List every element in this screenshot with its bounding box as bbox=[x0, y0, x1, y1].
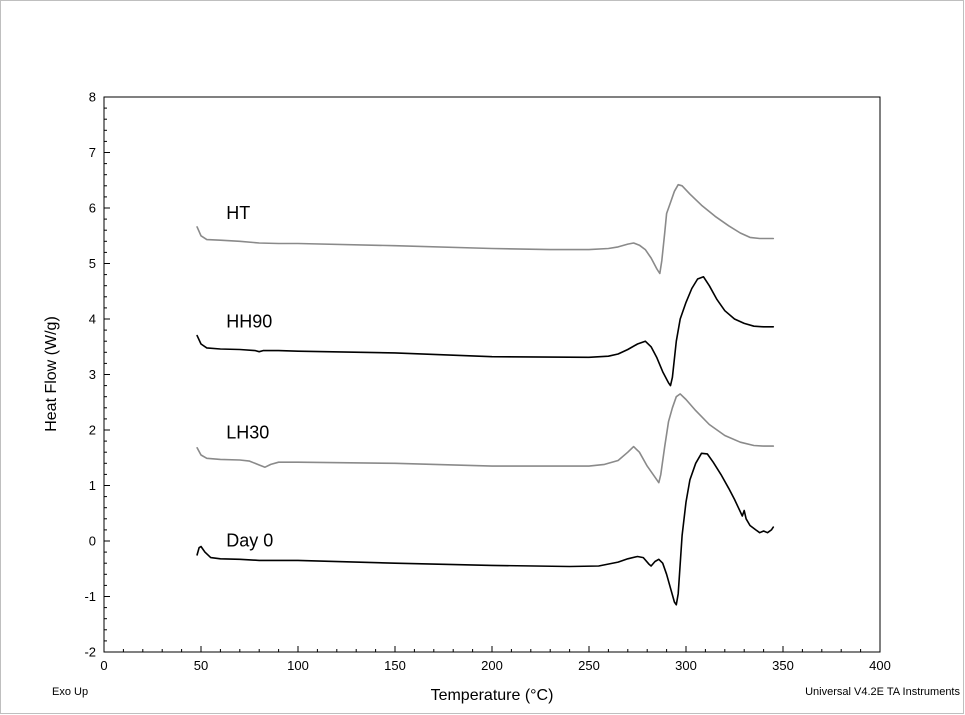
x-tick-label: 150 bbox=[384, 658, 406, 673]
x-tick-label: 100 bbox=[287, 658, 309, 673]
y-tick-label: 1 bbox=[89, 478, 96, 493]
y-axis-label: Heat Flow (W/g) bbox=[43, 316, 60, 432]
series-label-lh30: LH30 bbox=[226, 422, 269, 442]
x-tick-label: 300 bbox=[675, 658, 697, 673]
y-tick-label: 8 bbox=[89, 90, 96, 105]
x-tick-label: 50 bbox=[194, 658, 208, 673]
y-tick-label: 3 bbox=[89, 367, 96, 382]
series-layer bbox=[196, 183, 775, 606]
y-tick-label: 2 bbox=[89, 423, 96, 438]
y-tick-label: 6 bbox=[89, 201, 96, 216]
x-tick-label: 350 bbox=[772, 658, 794, 673]
x-axis-label: Temperature (°C) bbox=[431, 687, 554, 704]
instrument-label: Universal V4.2E TA Instruments bbox=[805, 686, 960, 698]
series-label-ht: HT bbox=[226, 203, 250, 223]
series-line-ht bbox=[196, 183, 775, 275]
y-tick-label: 7 bbox=[89, 145, 96, 160]
y-tick-label: 4 bbox=[89, 312, 96, 327]
series-line-day-0 bbox=[196, 452, 775, 606]
y-tick-label: -1 bbox=[84, 589, 96, 604]
x-tick-label: 250 bbox=[578, 658, 600, 673]
x-tick-label: 0 bbox=[100, 658, 107, 673]
y-axis: -2 -1 0 1 2 3 4 5 6 7 8 bbox=[84, 90, 110, 660]
series-labels: HT HH90 LH30 Day 0 bbox=[226, 203, 273, 550]
x-axis: 0 50 100 150 200 250 300 350 400 bbox=[100, 646, 891, 673]
exo-up-label: Exo Up bbox=[52, 686, 88, 698]
y-tick-label: 5 bbox=[89, 256, 96, 271]
y-tick-label: 0 bbox=[89, 534, 96, 549]
series-line-lh30 bbox=[196, 393, 775, 484]
series-line-hh90 bbox=[196, 276, 775, 387]
y-tick-label: -2 bbox=[84, 645, 96, 660]
series-label-hh90: HH90 bbox=[226, 311, 272, 331]
series-label-day-0: Day 0 bbox=[226, 531, 273, 551]
x-tick-label: 400 bbox=[869, 658, 891, 673]
x-tick-label: 200 bbox=[481, 658, 503, 673]
